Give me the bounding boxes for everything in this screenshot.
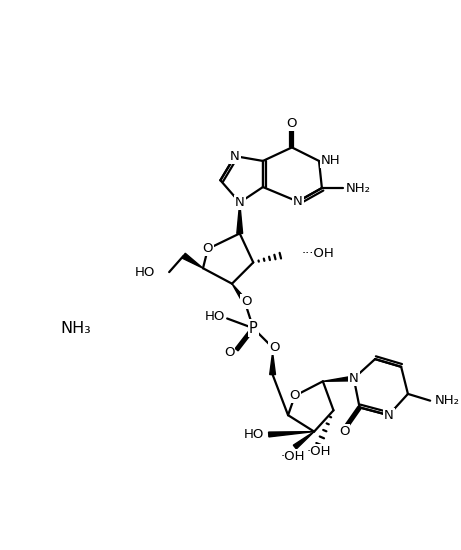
Text: P: P	[249, 321, 258, 336]
Text: O: O	[202, 243, 213, 255]
Text: ·OH: ·OH	[307, 446, 331, 458]
Text: O: O	[339, 425, 349, 438]
Text: O: O	[241, 295, 252, 307]
Polygon shape	[237, 202, 242, 233]
Text: O: O	[224, 346, 234, 359]
Text: NH₃: NH₃	[60, 321, 91, 336]
Text: N: N	[230, 150, 240, 163]
Text: ·OH: ·OH	[281, 450, 305, 463]
Text: O: O	[269, 341, 280, 354]
Polygon shape	[293, 432, 314, 449]
Text: N: N	[349, 372, 359, 385]
Text: HO: HO	[134, 266, 154, 279]
Polygon shape	[323, 376, 354, 381]
Text: O: O	[287, 117, 297, 130]
Text: N: N	[384, 409, 394, 422]
Text: N: N	[235, 196, 245, 209]
Text: N: N	[293, 195, 302, 208]
Text: NH: NH	[321, 155, 341, 167]
Polygon shape	[270, 353, 276, 375]
Text: NH₂: NH₂	[346, 182, 371, 195]
Text: ···OH: ···OH	[301, 248, 334, 260]
Polygon shape	[232, 284, 247, 302]
Polygon shape	[269, 432, 314, 437]
Text: HO: HO	[205, 310, 225, 323]
Polygon shape	[182, 253, 203, 268]
Text: NH₂: NH₂	[435, 394, 460, 407]
Text: O: O	[290, 389, 300, 403]
Text: HO: HO	[243, 428, 264, 441]
